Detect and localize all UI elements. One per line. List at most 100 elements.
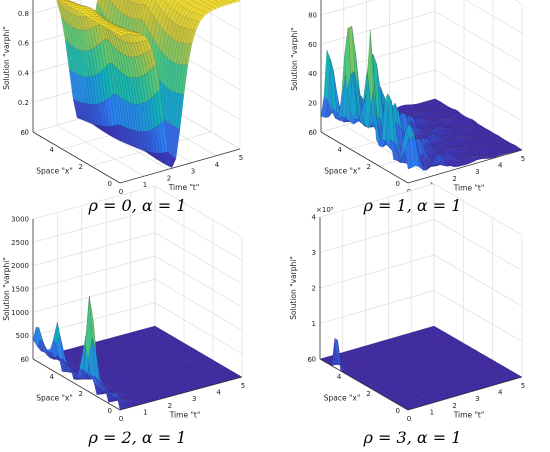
caption-panel-2: ρ = 1, α = 1	[363, 196, 462, 215]
x-tick-label: 6	[21, 129, 26, 137]
z-tick-label: 0.2	[18, 99, 29, 107]
z-tick-label: 60	[308, 41, 317, 49]
t-axis-line	[119, 376, 243, 411]
x-axis-line	[32, 131, 121, 184]
z-tick-label: 80	[308, 12, 317, 20]
t-tick-label: 4	[498, 162, 503, 170]
t-tick-label: 2	[452, 402, 456, 410]
t-axis-line	[407, 149, 523, 184]
z-tick-label: 2	[312, 285, 316, 293]
t-axis-title: Time "t"	[168, 183, 200, 192]
x-tick-label: 2	[366, 390, 370, 398]
z-tick-label: 1500	[11, 286, 29, 294]
z-tick-label: 0.6	[18, 40, 30, 48]
t-tick-label: 3	[191, 168, 195, 176]
t-tick-label: 0	[407, 415, 411, 423]
x-axis-line	[32, 358, 121, 411]
t-tick-label: 5	[241, 382, 245, 390]
surface-patch	[199, 0, 204, 2]
x-axis-title: Space "x"	[324, 394, 361, 403]
surface	[56, 0, 241, 168]
surface-patch	[163, 0, 167, 2]
chart-panel-3: 0246012345050010001500200025003000Space …	[2, 185, 245, 423]
t-tick-label: 4	[216, 389, 221, 397]
x-tick-label: 6	[21, 356, 26, 364]
x-tick-label: 0	[396, 180, 400, 188]
z-axis-title: Solution "varphi"	[290, 27, 299, 91]
x-axis-title: Space "x"	[36, 167, 73, 176]
x-tick-label: 2	[367, 163, 371, 171]
x-tick-label: 4	[50, 146, 55, 154]
x-tick-label: 6	[308, 356, 313, 364]
side-wall	[435, 0, 522, 150]
t-tick-label: 2	[452, 175, 456, 183]
t-axis-title: Time "t"	[453, 411, 485, 420]
x-tick-label: 4	[50, 373, 55, 381]
surface-patch	[206, 0, 211, 1]
caption-panel-4: ρ = 3, α = 1	[363, 428, 462, 447]
z-tick-label: 20	[308, 99, 317, 107]
z-tick-label: 40	[308, 70, 317, 78]
t-axis-line	[407, 376, 523, 411]
surface	[32, 295, 243, 411]
caption-panel-1: ρ = 0, α = 1	[88, 196, 187, 215]
x-axis-line	[320, 131, 409, 184]
t-tick-label: 1	[143, 408, 147, 416]
chart-panel-2: 0246012345020406080100Space "x"Time "t"S…	[290, 0, 525, 196]
t-tick-label: 1	[143, 181, 147, 189]
surface-patch	[173, 0, 177, 2]
z-tick-label: 0	[25, 129, 29, 137]
z-tick-label: 2000	[11, 262, 29, 270]
z-tick-label: 3000	[11, 216, 29, 224]
t-tick-label: 3	[475, 168, 479, 176]
t-gridline	[56, 0, 145, 177]
z-axis-title: Solution "varphi"	[2, 26, 11, 90]
x-tick-label: 0	[108, 407, 112, 415]
z-tick-label: 1	[312, 320, 316, 328]
surface-patch	[153, 0, 157, 3]
t-tick-label: 5	[521, 382, 525, 390]
x-tick-label: 2	[79, 163, 83, 171]
t-tick-label: 1	[430, 408, 434, 416]
z-axis-title: Solution "varphi"	[2, 257, 11, 321]
t-tick-label: 2	[167, 174, 171, 182]
z-tick-label: 4	[312, 214, 317, 222]
z-tick-label: 3	[312, 249, 316, 257]
z-tick-label: 500	[16, 332, 29, 340]
t-tick-label: 3	[192, 395, 196, 403]
z-tick-label: 0.4	[18, 69, 30, 77]
caption-panel-3: ρ = 2, α = 1	[88, 428, 187, 447]
x-tick-label: 0	[396, 407, 400, 415]
z-tick-label: 0	[25, 356, 29, 364]
t-axis-line	[119, 148, 241, 184]
z-exponent-label: ×10⁵	[316, 206, 334, 214]
x-tick-label: 2	[79, 390, 83, 398]
t-tick-label: 2	[168, 402, 172, 410]
t-tick-label: 4	[215, 161, 220, 169]
t-axis-title: Time "t"	[169, 411, 201, 420]
surface	[320, 25, 523, 171]
x-tick-label: 4	[338, 146, 343, 154]
z-tick-label: 2500	[11, 239, 29, 247]
t-tick-label: 5	[521, 155, 525, 163]
surface-patch	[405, 139, 412, 170]
z-tick-label: 0.8	[18, 10, 29, 18]
x-tick-label: 0	[108, 180, 112, 188]
t-tick-label: 4	[498, 389, 503, 397]
z-tick-label: 1000	[11, 309, 29, 317]
x-tick-label: 4	[337, 373, 342, 381]
z-tick-label: 0	[313, 129, 317, 137]
t-tick-label: 3	[475, 395, 479, 403]
z-tick-label: 0	[312, 356, 316, 364]
surface	[319, 325, 523, 411]
z-axis-title: Solution "varphi"	[289, 256, 298, 320]
t-axis-title: Time "t"	[453, 184, 485, 193]
x-axis-title: Space "x"	[36, 394, 73, 403]
t-tick-label: 0	[119, 188, 123, 196]
x-tick-label: 6	[309, 129, 314, 137]
x-axis-line	[319, 358, 409, 411]
t-tick-label: 0	[119, 415, 123, 423]
